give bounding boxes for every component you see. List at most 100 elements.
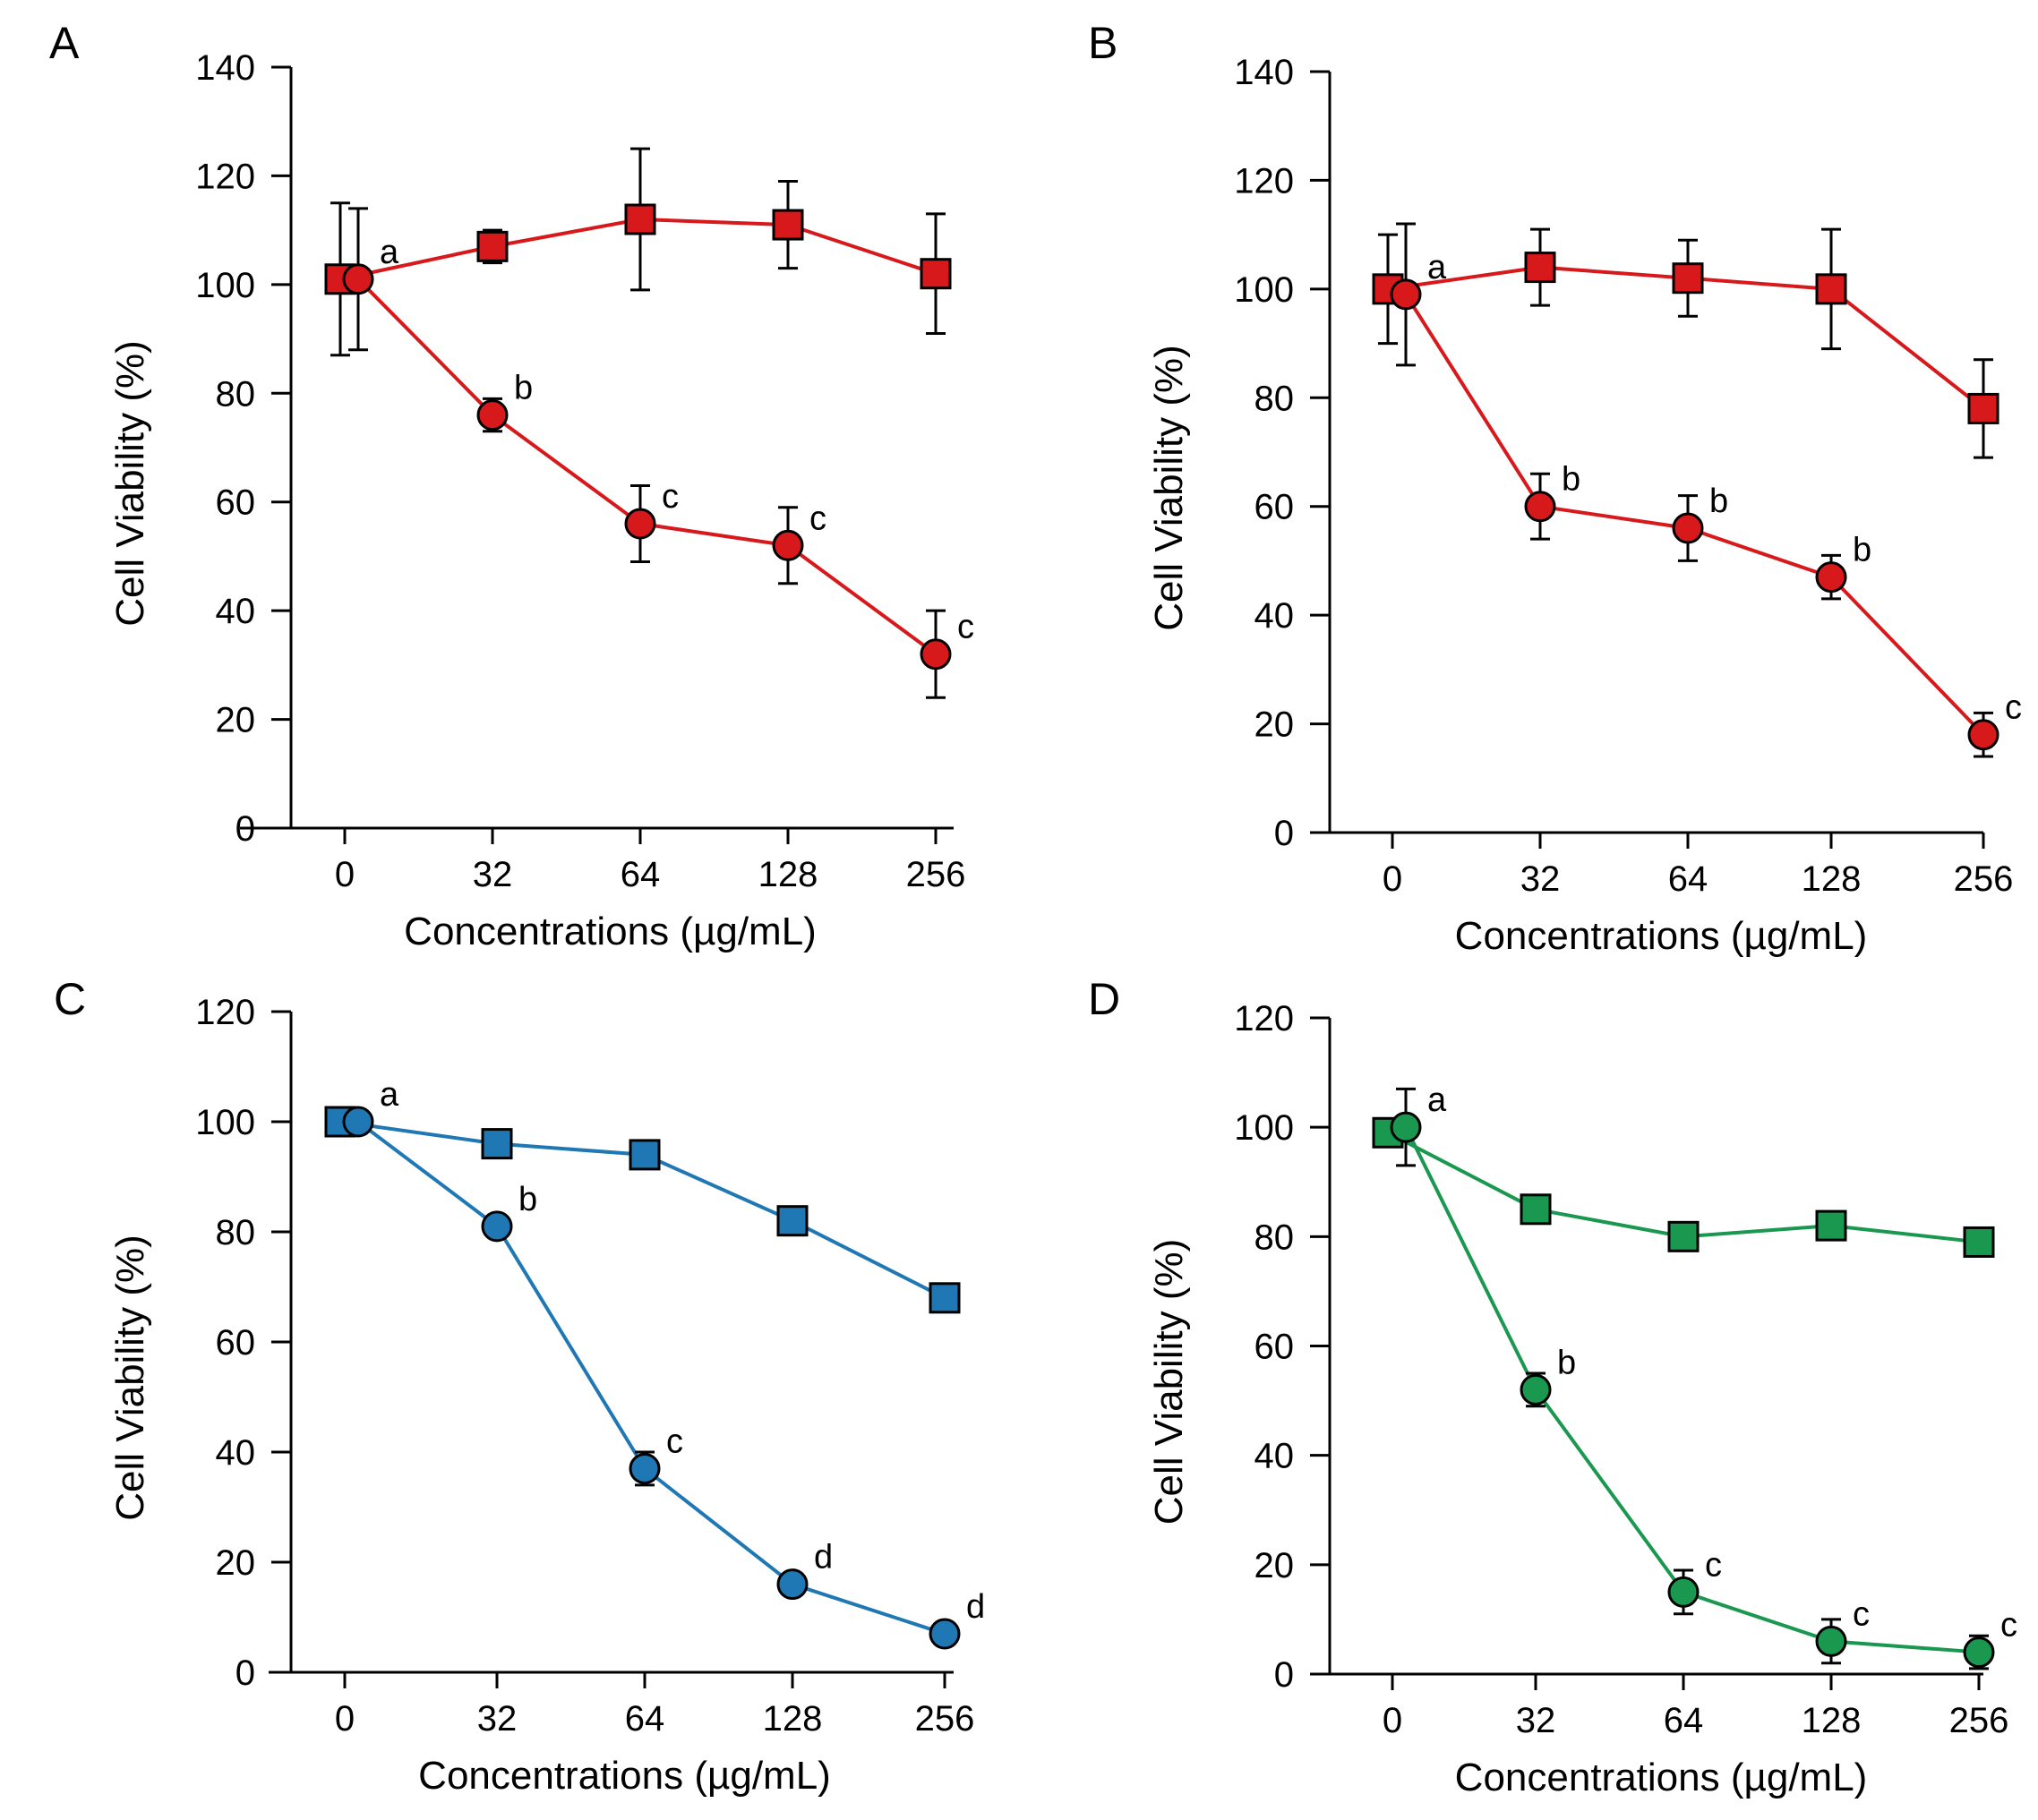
square-point (1672, 262, 1704, 295)
square-point (929, 1282, 961, 1314)
x-tick-label: 32 (473, 855, 513, 894)
significance-letter: c (666, 1423, 683, 1460)
x-tick-label: 128 (758, 855, 818, 894)
circle-point (481, 1210, 513, 1243)
x-tick-label: 0 (1383, 859, 1402, 899)
significance-letter: c (2000, 1607, 2017, 1645)
square-point (920, 258, 952, 290)
circle-point (1390, 1111, 1422, 1143)
square-point (1667, 1220, 1700, 1252)
y-tick-label: 40 (1254, 1437, 1295, 1476)
y-tick-label: 100 (1234, 1108, 1294, 1148)
circle-point (629, 1452, 661, 1484)
y-tick-label: 120 (195, 157, 255, 196)
panel-c: C 0 20 40 60 80 100 120 0 32 64 128 256 Concentration… (54, 974, 985, 1798)
significance-letter: a (1427, 249, 1447, 286)
y-tick-label: 140 (1234, 53, 1294, 92)
y-tick-label: 60 (1254, 488, 1295, 527)
x-tick-label: 128 (1802, 1701, 1862, 1740)
y-axis-title: Cell Viability (%) (108, 340, 152, 627)
x-axis-title: Concentrations (µg/mL) (404, 910, 817, 953)
circle-point (1390, 278, 1422, 311)
series-line-circle (356, 1120, 946, 1636)
y-axis-title: Cell Viability (%) (108, 1235, 152, 1521)
significance-letter: d (966, 1588, 985, 1626)
x-tick-label: 64 (1664, 1701, 1704, 1740)
significance-letter: c (2005, 689, 2022, 727)
y-tick-label: 100 (195, 1103, 255, 1142)
y-tick-label: 60 (216, 1323, 256, 1363)
square-point (481, 1128, 513, 1160)
significance-letter: a (380, 234, 399, 271)
series-line-circle (1404, 1126, 1980, 1654)
x-tick-label: 256 (1949, 1701, 2009, 1740)
significance-letter: b (1562, 461, 1580, 499)
x-tick-label: 32 (1520, 859, 1561, 899)
square-point (1520, 1193, 1552, 1226)
circle-point (1967, 719, 1999, 751)
square-point (1963, 1226, 1995, 1258)
circle-point (1672, 512, 1704, 544)
x-tick-label: 256 (915, 1699, 975, 1739)
circle-point (772, 529, 804, 561)
significance-letter: c (957, 609, 974, 646)
significance-letter: d (814, 1539, 833, 1576)
circle-point (476, 399, 509, 432)
y-tick-label: 60 (1254, 1328, 1295, 1367)
y-tick-label: 40 (1254, 596, 1295, 636)
significance-letter: a (380, 1076, 399, 1114)
circle-point (1667, 1576, 1700, 1608)
y-tick-label: 40 (216, 1433, 256, 1473)
circle-point (1963, 1636, 1995, 1669)
y-tick-label: 20 (216, 1543, 256, 1583)
y-tick-label: 80 (216, 1213, 256, 1252)
square-point (776, 1205, 809, 1237)
square-point (1967, 392, 1999, 424)
significance-letter: b (1557, 1344, 1576, 1381)
x-tick-label: 0 (1383, 1701, 1402, 1740)
x-tick-label: 256 (1954, 859, 2014, 899)
x-tick-label: 64 (625, 1699, 665, 1739)
square-point (476, 230, 509, 262)
y-tick-label: 80 (1254, 1218, 1295, 1257)
x-tick-label: 128 (1802, 859, 1862, 899)
square-point (629, 1139, 661, 1171)
y-tick-label: 0 (235, 1653, 255, 1693)
panel-label: D (1088, 974, 1120, 1024)
x-tick-label: 0 (335, 1699, 355, 1739)
x-axis-title: Concentrations (µg/mL) (1455, 1756, 1868, 1799)
circle-point (1815, 561, 1847, 594)
circle-point (920, 638, 952, 671)
x-tick-label: 64 (1668, 859, 1708, 899)
y-tick-label: 60 (216, 483, 256, 523)
y-tick-label: 120 (1234, 161, 1294, 201)
y-tick-label: 0 (1274, 814, 1294, 853)
x-tick-label: 256 (906, 855, 966, 894)
significance-letter: c (1705, 1546, 1722, 1584)
panel-b: B 0 20 40 60 80 100 120 140 0 32 64 128 256 Concentrat… (1088, 18, 2022, 958)
panel-label: C (54, 974, 86, 1024)
circle-point (1520, 1373, 1552, 1406)
circle-point (929, 1618, 961, 1650)
panel-label: A (49, 18, 80, 68)
significance-letter: c (662, 478, 679, 516)
panel-a: A 0 20 40 60 80 100 120 140 0 32 64 128 256 Concentrat… (49, 18, 974, 953)
x-tick-label: 0 (335, 855, 355, 894)
x-tick-label: 64 (621, 855, 661, 894)
y-tick-label: 0 (1274, 1655, 1294, 1695)
y-tick-label: 20 (1254, 705, 1295, 745)
significance-letter: b (1853, 532, 1871, 569)
circle-point (1524, 491, 1556, 523)
y-tick-label: 0 (235, 809, 255, 849)
x-axis-title: Concentrations (µg/mL) (1455, 914, 1868, 958)
significance-letter: a (1427, 1081, 1447, 1119)
significance-letter: c (809, 500, 826, 537)
square-point (1815, 273, 1847, 305)
y-tick-label: 80 (216, 374, 256, 414)
circle-point (624, 508, 656, 540)
significance-letter: b (514, 370, 533, 407)
circle-point (776, 1568, 809, 1601)
significance-letter: b (518, 1181, 537, 1218)
x-axis-title: Concentrations (µg/mL) (418, 1754, 831, 1798)
